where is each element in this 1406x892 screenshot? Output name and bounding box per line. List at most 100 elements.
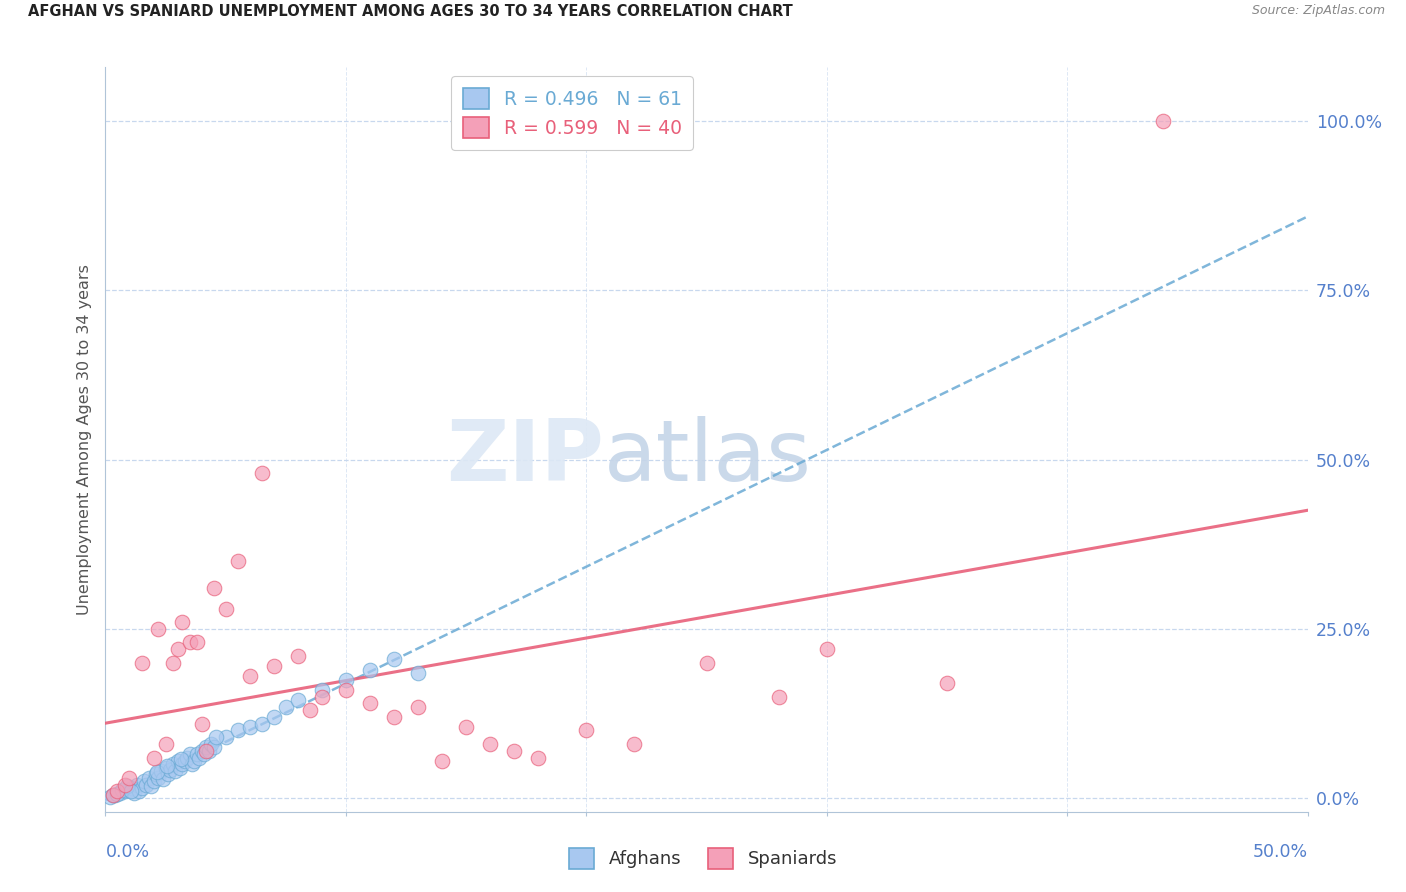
Point: [768, 690, 790, 704]
Point: [149, 764, 172, 778]
Point: [172, 615, 194, 629]
Point: [936, 676, 959, 690]
Point: [155, 737, 177, 751]
Point: [142, 750, 165, 764]
Point: [115, 779, 138, 793]
Point: [173, 754, 195, 768]
Point: [200, 737, 222, 751]
Point: [166, 754, 188, 768]
Point: [101, 789, 124, 803]
Point: [132, 774, 155, 789]
Point: [162, 757, 184, 772]
Point: [311, 690, 333, 704]
Point: [155, 761, 177, 775]
Point: [263, 659, 285, 673]
Point: [162, 656, 184, 670]
Point: [118, 771, 141, 785]
Point: [623, 737, 645, 751]
Legend: R = 0.496   N = 61, R = 0.599   N = 40: R = 0.496 N = 61, R = 0.599 N = 40: [451, 77, 693, 150]
Point: [239, 720, 262, 734]
Point: [142, 774, 165, 789]
Point: [359, 663, 381, 677]
Point: [335, 673, 357, 687]
Point: [406, 699, 429, 714]
Point: [98, 789, 121, 804]
Point: [274, 699, 297, 714]
Point: [104, 788, 127, 802]
Point: [287, 693, 309, 707]
Point: [287, 648, 309, 663]
Point: [131, 780, 153, 795]
Point: [170, 752, 193, 766]
Point: [120, 784, 142, 798]
Point: [335, 682, 357, 697]
Y-axis label: Unemployment Among Ages 30 to 34 years: Unemployment Among Ages 30 to 34 years: [77, 264, 93, 615]
Point: [205, 730, 228, 744]
Point: [183, 754, 205, 768]
Point: [124, 786, 146, 800]
Point: [156, 758, 179, 772]
Point: [114, 784, 136, 798]
Point: [193, 747, 215, 761]
Point: [214, 730, 236, 744]
Point: [125, 778, 148, 792]
Point: [311, 682, 333, 697]
Point: [176, 750, 198, 764]
Point: [165, 764, 187, 778]
Point: [815, 642, 838, 657]
Text: 50.0%: 50.0%: [1253, 843, 1308, 861]
Point: [179, 635, 201, 649]
Point: [195, 744, 218, 758]
Point: [298, 703, 321, 717]
Point: [527, 750, 550, 764]
Text: atlas: atlas: [605, 417, 813, 500]
Point: [186, 635, 208, 649]
Point: [108, 786, 131, 800]
Point: [139, 779, 162, 793]
Point: [263, 710, 285, 724]
Point: [156, 767, 179, 781]
Point: [159, 763, 181, 777]
Point: [118, 783, 141, 797]
Point: [406, 665, 429, 680]
Point: [190, 744, 212, 758]
Text: ZIP: ZIP: [447, 417, 605, 500]
Point: [202, 740, 225, 755]
Point: [214, 601, 236, 615]
Point: [146, 765, 169, 780]
Point: [359, 697, 381, 711]
Point: [148, 622, 170, 636]
Point: [226, 723, 249, 738]
Point: [131, 656, 153, 670]
Point: [382, 652, 405, 666]
Point: [575, 723, 598, 738]
Legend: Afghans, Spaniards: Afghans, Spaniards: [561, 840, 845, 876]
Text: Source: ZipAtlas.com: Source: ZipAtlas.com: [1251, 4, 1385, 18]
Point: [195, 740, 218, 755]
Text: AFGHAN VS SPANIARD UNEMPLOYMENT AMONG AGES 30 TO 34 YEARS CORRELATION CHART: AFGHAN VS SPANIARD UNEMPLOYMENT AMONG AG…: [28, 4, 793, 20]
Text: 0.0%: 0.0%: [105, 843, 149, 861]
Point: [696, 656, 718, 670]
Point: [114, 778, 136, 792]
Point: [107, 784, 129, 798]
Point: [179, 747, 201, 761]
Point: [454, 720, 477, 734]
Point: [148, 771, 170, 785]
Point: [135, 778, 157, 792]
Point: [152, 772, 174, 787]
Point: [382, 710, 405, 724]
Point: [172, 757, 194, 772]
Point: [111, 783, 134, 797]
Point: [190, 716, 212, 731]
Point: [239, 669, 262, 683]
Point: [128, 784, 150, 798]
Point: [430, 754, 453, 768]
Point: [188, 750, 211, 764]
Point: [186, 747, 208, 761]
Point: [107, 787, 129, 801]
Point: [198, 744, 221, 758]
Point: [169, 761, 191, 775]
Point: [138, 771, 160, 785]
Point: [166, 642, 188, 657]
Point: [226, 554, 249, 568]
